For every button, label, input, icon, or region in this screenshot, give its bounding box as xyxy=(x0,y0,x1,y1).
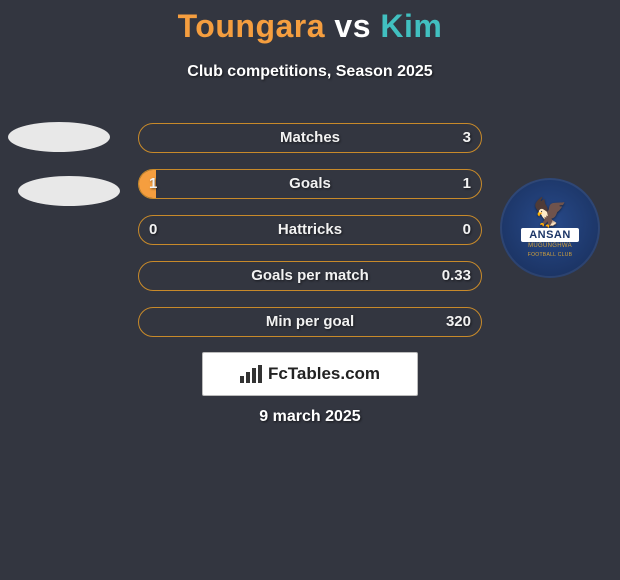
stat-right-value: 320 xyxy=(446,308,471,337)
bar-chart-icon xyxy=(240,365,262,383)
brand-text: FcTables.com xyxy=(268,364,380,384)
stat-label: Matches xyxy=(139,124,481,153)
stat-rows: Matches3 1Goals1 0Hattricks0 Goals per matc… xyxy=(138,123,482,353)
crest-main-text: ANSAN xyxy=(521,228,579,242)
crest-foot-text: FOOTBALL CLUB xyxy=(528,252,573,258)
stat-row: 1Goals1 xyxy=(138,169,482,199)
player2-name: Kim xyxy=(380,8,442,44)
stat-right-value: 0.33 xyxy=(442,262,471,291)
crest-sub-text: MUGUNGHWA xyxy=(528,243,572,249)
stat-right-value: 3 xyxy=(463,124,471,153)
stat-row: 0Hattricks0 xyxy=(138,215,482,245)
vs-text: vs xyxy=(334,8,371,44)
date-text: 9 march 2025 xyxy=(0,408,620,426)
stat-row: Min per goal320 xyxy=(138,307,482,337)
stat-row: Matches3 xyxy=(138,123,482,153)
stat-row: Goals per match0.33 xyxy=(138,261,482,291)
stat-label: Hattricks xyxy=(139,216,481,245)
player2-club-crest: 🦅 ANSAN MUGUNGHWA FOOTBALL CLUB xyxy=(500,178,600,278)
stat-right-value: 0 xyxy=(463,216,471,245)
player1-name: Toungara xyxy=(178,8,325,44)
stat-label: Min per goal xyxy=(139,308,481,337)
player1-club-placeholder xyxy=(18,176,120,206)
stat-label: Goals xyxy=(139,170,481,199)
brand-box: FcTables.com xyxy=(202,352,418,396)
comparison-title: Toungara vs Kim xyxy=(0,0,620,45)
eagle-icon: 🦅 xyxy=(533,199,568,227)
stat-right-value: 1 xyxy=(463,170,471,199)
player1-photo-placeholder xyxy=(8,122,110,152)
stat-label: Goals per match xyxy=(139,262,481,291)
subtitle: Club competitions, Season 2025 xyxy=(0,63,620,81)
